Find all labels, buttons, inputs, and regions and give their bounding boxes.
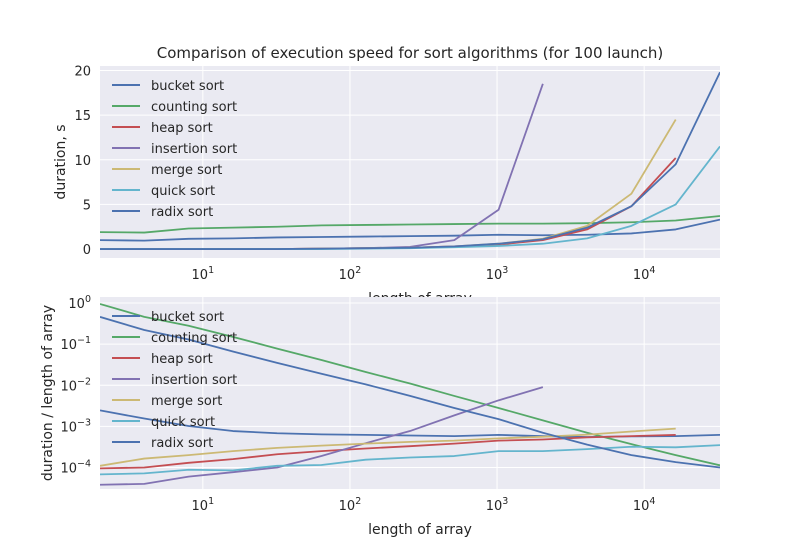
series-line-heap-sort — [100, 434, 676, 470]
y-axis-label: duration / length of array — [40, 305, 56, 481]
x-tick-label: 104 — [633, 265, 656, 283]
panel-top-linear: 10110210310405101520length of arraydurat… — [53, 64, 720, 307]
series-line-radix-sort — [100, 316, 720, 469]
legend-label-counting-sort: counting sort — [151, 100, 237, 115]
y-tick-label: 15 — [74, 109, 91, 124]
y-tick-label: 5 — [83, 198, 91, 213]
legend-label-counting-sort: counting sort — [151, 331, 237, 346]
series-line-bucket-sort — [100, 218, 720, 242]
legend: bucket sort counting sort heap sort inserti… — [112, 310, 237, 451]
plot-area — [100, 66, 720, 258]
legend-label-radix-sort: radix sort — [151, 205, 213, 220]
series-group — [100, 303, 720, 486]
y-axis-label: duration, s — [53, 124, 69, 199]
series-line-counting-sort — [100, 303, 720, 467]
y-tick-label: 10−3 — [60, 417, 91, 435]
x-tick-label: 103 — [486, 265, 509, 283]
x-tick-label: 101 — [192, 265, 215, 283]
x-tick-label: 104 — [633, 496, 656, 514]
legend-label-heap-sort: heap sort — [151, 352, 213, 367]
legend-label-quick-sort: quick sort — [151, 184, 215, 199]
plot-area — [100, 297, 720, 489]
chart-title: Comparison of execution speed for sort a… — [157, 44, 664, 62]
x-tick-label: 101 — [192, 496, 215, 514]
y-tick-label: 10−1 — [60, 335, 91, 353]
x-tick-label: 102 — [339, 496, 362, 514]
legend-label-insertion-sort: insertion sort — [151, 373, 237, 388]
x-tick-label: 103 — [486, 496, 509, 514]
series-line-merge-sort — [100, 427, 676, 467]
panel-bottom-log: 101 102 103 104 10−4 10−3 10−2 10−1 100 length of… — [40, 294, 720, 538]
series-line-insertion-sort — [100, 386, 544, 486]
legend-label-bucket-sort: bucket sort — [151, 310, 224, 325]
y-tick-label: 100 — [68, 294, 91, 312]
series-line-quick-sort — [100, 444, 720, 476]
legend-label-bucket-sort: bucket sort — [151, 79, 224, 94]
legend: bucket sort counting sort heap sort inserti… — [112, 79, 237, 220]
legend-label-insertion-sort: insertion sort — [151, 142, 237, 157]
legend-label-quick-sort: quick sort — [151, 415, 215, 430]
series-line-radix-sort — [100, 71, 720, 250]
y-tick-label: 20 — [74, 64, 91, 79]
legend-label-merge-sort: merge sort — [151, 163, 222, 178]
y-tick-label: 10−4 — [60, 458, 91, 476]
y-tick-label: 0 — [83, 243, 91, 258]
legend-label-merge-sort: merge sort — [151, 394, 222, 409]
legend-label-radix-sort: radix sort — [151, 436, 213, 451]
y-tick-label: 10−2 — [60, 376, 91, 394]
series-group — [100, 71, 720, 250]
y-tick-label: 10 — [74, 154, 91, 169]
series-line-counting-sort — [100, 215, 720, 234]
legend-label-heap-sort: heap sort — [151, 121, 213, 136]
x-tick-label: 102 — [339, 265, 362, 283]
x-axis-label: length of array — [368, 522, 472, 538]
